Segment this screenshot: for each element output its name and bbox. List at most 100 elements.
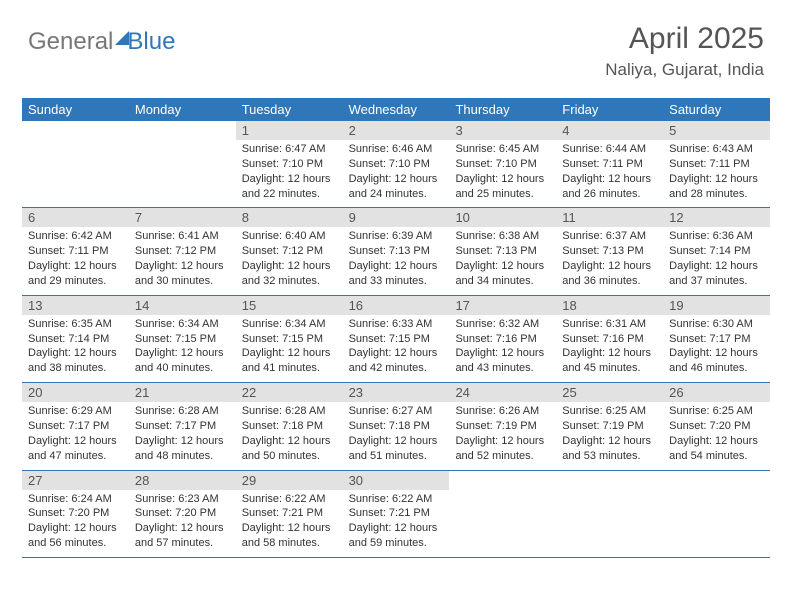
day-details: Sunrise: 6:41 AMSunset: 7:12 PMDaylight:… bbox=[129, 227, 236, 288]
day-number: 29 bbox=[236, 471, 343, 490]
calendar-day: 21Sunrise: 6:28 AMSunset: 7:17 PMDayligh… bbox=[129, 383, 236, 469]
day-details: Sunrise: 6:32 AMSunset: 7:16 PMDaylight:… bbox=[449, 315, 556, 376]
day-details: Sunrise: 6:30 AMSunset: 7:17 PMDaylight:… bbox=[663, 315, 770, 376]
weekday-label: Tuesday bbox=[236, 98, 343, 121]
day-details: Sunrise: 6:34 AMSunset: 7:15 PMDaylight:… bbox=[236, 315, 343, 376]
day-details: Sunrise: 6:33 AMSunset: 7:15 PMDaylight:… bbox=[343, 315, 450, 376]
calendar-week: 6Sunrise: 6:42 AMSunset: 7:11 PMDaylight… bbox=[22, 208, 770, 295]
calendar-week: 13Sunrise: 6:35 AMSunset: 7:14 PMDayligh… bbox=[22, 296, 770, 383]
calendar-day: 23Sunrise: 6:27 AMSunset: 7:18 PMDayligh… bbox=[343, 383, 450, 469]
day-number: 10 bbox=[449, 208, 556, 227]
calendar-day: 22Sunrise: 6:28 AMSunset: 7:18 PMDayligh… bbox=[236, 383, 343, 469]
day-details: Sunrise: 6:37 AMSunset: 7:13 PMDaylight:… bbox=[556, 227, 663, 288]
calendar-body: ..1Sunrise: 6:47 AMSunset: 7:10 PMDaylig… bbox=[22, 121, 770, 558]
calendar-day: 8Sunrise: 6:40 AMSunset: 7:12 PMDaylight… bbox=[236, 208, 343, 294]
calendar-day: 14Sunrise: 6:34 AMSunset: 7:15 PMDayligh… bbox=[129, 296, 236, 382]
day-number: 16 bbox=[343, 296, 450, 315]
calendar-day: 16Sunrise: 6:33 AMSunset: 7:15 PMDayligh… bbox=[343, 296, 450, 382]
day-number: 13 bbox=[22, 296, 129, 315]
day-details: Sunrise: 6:36 AMSunset: 7:14 PMDaylight:… bbox=[663, 227, 770, 288]
day-number: 30 bbox=[343, 471, 450, 490]
calendar-day: 29Sunrise: 6:22 AMSunset: 7:21 PMDayligh… bbox=[236, 471, 343, 557]
calendar-week: 20Sunrise: 6:29 AMSunset: 7:17 PMDayligh… bbox=[22, 383, 770, 470]
calendar-day: 24Sunrise: 6:26 AMSunset: 7:19 PMDayligh… bbox=[449, 383, 556, 469]
day-details: Sunrise: 6:23 AMSunset: 7:20 PMDaylight:… bbox=[129, 490, 236, 551]
calendar-day: 9Sunrise: 6:39 AMSunset: 7:13 PMDaylight… bbox=[343, 208, 450, 294]
calendar-day: 10Sunrise: 6:38 AMSunset: 7:13 PMDayligh… bbox=[449, 208, 556, 294]
day-details: Sunrise: 6:31 AMSunset: 7:16 PMDaylight:… bbox=[556, 315, 663, 376]
calendar-day: . bbox=[129, 121, 236, 207]
day-number: 24 bbox=[449, 383, 556, 402]
calendar-day: 30Sunrise: 6:22 AMSunset: 7:21 PMDayligh… bbox=[343, 471, 450, 557]
calendar-day: 4Sunrise: 6:44 AMSunset: 7:11 PMDaylight… bbox=[556, 121, 663, 207]
weekday-label: Sunday bbox=[22, 98, 129, 121]
day-details: Sunrise: 6:45 AMSunset: 7:10 PMDaylight:… bbox=[449, 140, 556, 201]
calendar-day: 2Sunrise: 6:46 AMSunset: 7:10 PMDaylight… bbox=[343, 121, 450, 207]
calendar-day: 27Sunrise: 6:24 AMSunset: 7:20 PMDayligh… bbox=[22, 471, 129, 557]
day-details: Sunrise: 6:43 AMSunset: 7:11 PMDaylight:… bbox=[663, 140, 770, 201]
calendar-day: . bbox=[556, 471, 663, 557]
calendar-day: 18Sunrise: 6:31 AMSunset: 7:16 PMDayligh… bbox=[556, 296, 663, 382]
calendar-day: 3Sunrise: 6:45 AMSunset: 7:10 PMDaylight… bbox=[449, 121, 556, 207]
day-details: Sunrise: 6:29 AMSunset: 7:17 PMDaylight:… bbox=[22, 402, 129, 463]
logo: General Blue bbox=[28, 28, 175, 56]
day-number: 27 bbox=[22, 471, 129, 490]
day-number: 4 bbox=[556, 121, 663, 140]
calendar-week: ..1Sunrise: 6:47 AMSunset: 7:10 PMDaylig… bbox=[22, 121, 770, 208]
calendar-day: 7Sunrise: 6:41 AMSunset: 7:12 PMDaylight… bbox=[129, 208, 236, 294]
calendar-day: . bbox=[22, 121, 129, 207]
day-number: 15 bbox=[236, 296, 343, 315]
day-number: 18 bbox=[556, 296, 663, 315]
day-details: Sunrise: 6:42 AMSunset: 7:11 PMDaylight:… bbox=[22, 227, 129, 288]
day-details: Sunrise: 6:35 AMSunset: 7:14 PMDaylight:… bbox=[22, 315, 129, 376]
day-number: 9 bbox=[343, 208, 450, 227]
day-details: Sunrise: 6:44 AMSunset: 7:11 PMDaylight:… bbox=[556, 140, 663, 201]
calendar-day: 19Sunrise: 6:30 AMSunset: 7:17 PMDayligh… bbox=[663, 296, 770, 382]
day-details: Sunrise: 6:22 AMSunset: 7:21 PMDaylight:… bbox=[343, 490, 450, 551]
logo-text-1: General bbox=[28, 28, 113, 55]
calendar: SundayMondayTuesdayWednesdayThursdayFrid… bbox=[22, 98, 770, 558]
day-number: 17 bbox=[449, 296, 556, 315]
day-number: 2 bbox=[343, 121, 450, 140]
day-details: Sunrise: 6:38 AMSunset: 7:13 PMDaylight:… bbox=[449, 227, 556, 288]
logo-text-2: Blue bbox=[127, 28, 175, 55]
day-details: Sunrise: 6:46 AMSunset: 7:10 PMDaylight:… bbox=[343, 140, 450, 201]
header-right: April 2025 Naliya, Gujarat, India bbox=[605, 22, 764, 80]
day-number: 1 bbox=[236, 121, 343, 140]
day-number: 26 bbox=[663, 383, 770, 402]
location-label: Naliya, Gujarat, India bbox=[605, 60, 764, 80]
calendar-day: 15Sunrise: 6:34 AMSunset: 7:15 PMDayligh… bbox=[236, 296, 343, 382]
calendar-day: 13Sunrise: 6:35 AMSunset: 7:14 PMDayligh… bbox=[22, 296, 129, 382]
weekday-label: Wednesday bbox=[343, 98, 450, 121]
day-details: Sunrise: 6:27 AMSunset: 7:18 PMDaylight:… bbox=[343, 402, 450, 463]
calendar-day: 25Sunrise: 6:25 AMSunset: 7:19 PMDayligh… bbox=[556, 383, 663, 469]
calendar-day: . bbox=[449, 471, 556, 557]
day-number: 14 bbox=[129, 296, 236, 315]
day-number: 28 bbox=[129, 471, 236, 490]
day-number: 20 bbox=[22, 383, 129, 402]
day-details: Sunrise: 6:24 AMSunset: 7:20 PMDaylight:… bbox=[22, 490, 129, 551]
day-details: Sunrise: 6:28 AMSunset: 7:18 PMDaylight:… bbox=[236, 402, 343, 463]
calendar-day: 11Sunrise: 6:37 AMSunset: 7:13 PMDayligh… bbox=[556, 208, 663, 294]
day-number: 8 bbox=[236, 208, 343, 227]
calendar-day: 20Sunrise: 6:29 AMSunset: 7:17 PMDayligh… bbox=[22, 383, 129, 469]
day-number: 11 bbox=[556, 208, 663, 227]
calendar-day: 28Sunrise: 6:23 AMSunset: 7:20 PMDayligh… bbox=[129, 471, 236, 557]
calendar-day: 26Sunrise: 6:25 AMSunset: 7:20 PMDayligh… bbox=[663, 383, 770, 469]
day-details: Sunrise: 6:47 AMSunset: 7:10 PMDaylight:… bbox=[236, 140, 343, 201]
calendar-day: 12Sunrise: 6:36 AMSunset: 7:14 PMDayligh… bbox=[663, 208, 770, 294]
day-details: Sunrise: 6:22 AMSunset: 7:21 PMDaylight:… bbox=[236, 490, 343, 551]
day-details: Sunrise: 6:25 AMSunset: 7:20 PMDaylight:… bbox=[663, 402, 770, 463]
calendar-week: 27Sunrise: 6:24 AMSunset: 7:20 PMDayligh… bbox=[22, 471, 770, 558]
day-details: Sunrise: 6:28 AMSunset: 7:17 PMDaylight:… bbox=[129, 402, 236, 463]
calendar-day: 17Sunrise: 6:32 AMSunset: 7:16 PMDayligh… bbox=[449, 296, 556, 382]
day-number: 25 bbox=[556, 383, 663, 402]
day-number: 12 bbox=[663, 208, 770, 227]
weekday-label: Saturday bbox=[663, 98, 770, 121]
weekday-label: Monday bbox=[129, 98, 236, 121]
weekday-header: SundayMondayTuesdayWednesdayThursdayFrid… bbox=[22, 98, 770, 121]
day-details: Sunrise: 6:25 AMSunset: 7:19 PMDaylight:… bbox=[556, 402, 663, 463]
weekday-label: Friday bbox=[556, 98, 663, 121]
day-details: Sunrise: 6:39 AMSunset: 7:13 PMDaylight:… bbox=[343, 227, 450, 288]
day-details: Sunrise: 6:34 AMSunset: 7:15 PMDaylight:… bbox=[129, 315, 236, 376]
